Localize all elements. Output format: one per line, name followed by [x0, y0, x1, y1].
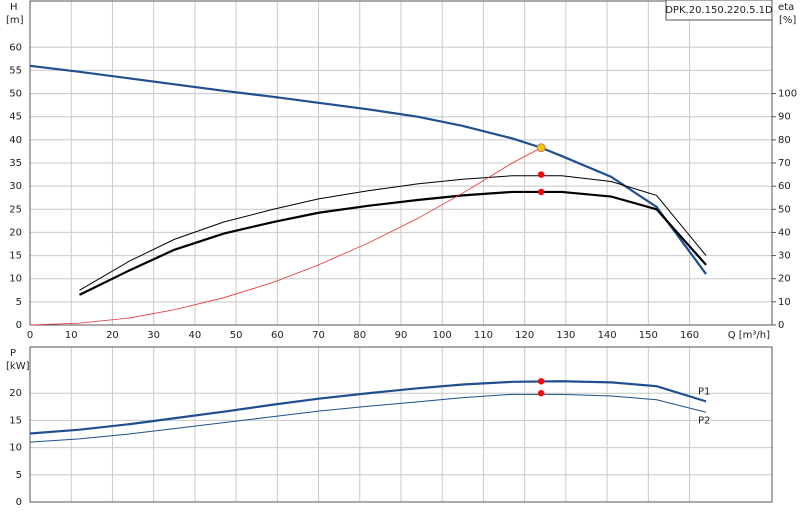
y2-tick-label: 70 — [778, 158, 791, 169]
y2-tick-label: 30 — [778, 251, 791, 262]
y-tick-label: 25 — [9, 204, 22, 215]
y2-tick-label: 60 — [778, 181, 791, 192]
y-tick-label: 20 — [9, 227, 22, 238]
y-tick-label: 15 — [9, 251, 22, 262]
y2-axis-label: eta — [778, 2, 794, 13]
x-tick-label: 60 — [271, 330, 284, 341]
y-tick-label: 5 — [16, 470, 22, 481]
y-tick-label: 35 — [9, 158, 22, 169]
y2-tick-label: 90 — [778, 112, 791, 123]
curve — [79, 175, 707, 291]
y-tick-label: 5 — [16, 297, 22, 308]
x-tick-label: 120 — [515, 330, 534, 341]
curve — [29, 64, 707, 275]
x-tick-label: 70 — [312, 330, 325, 341]
y-tick-label: 0 — [16, 320, 22, 331]
x-tick-label: 50 — [230, 330, 243, 341]
y2-tick-label: 40 — [778, 227, 791, 238]
y-tick-label: 10 — [9, 443, 22, 454]
series-label: P1 — [698, 386, 710, 397]
x-tick-label: 10 — [65, 330, 78, 341]
y-tick-label: 10 — [9, 274, 22, 285]
y-tick-label: 60 — [9, 42, 22, 53]
duty-point — [537, 171, 545, 178]
y-tick-label: 55 — [9, 65, 22, 76]
x-tick-label: 90 — [395, 330, 408, 341]
x-tick-label: 140 — [598, 330, 617, 341]
duty-point — [537, 188, 545, 196]
y-tick-label: 0 — [16, 497, 22, 508]
y2-tick-label: 50 — [778, 204, 791, 215]
curve — [78, 190, 707, 296]
x-tick-label: 40 — [189, 330, 202, 341]
plot-frame — [29, 346, 773, 503]
x-tick-label: 80 — [353, 330, 366, 341]
curve — [29, 393, 707, 443]
y2-tick-label: 80 — [778, 135, 791, 146]
y2-tick-label: 0 — [778, 320, 784, 331]
y-axis-unit: [m] — [6, 15, 24, 26]
x-tick-label: 130 — [556, 330, 575, 341]
curve — [29, 380, 707, 435]
curve — [29, 147, 542, 326]
x-tick-label: 110 — [474, 330, 493, 341]
x-axis-label: Q [m³/h] — [728, 330, 770, 341]
y2-axis-unit: [%] — [779, 15, 796, 26]
duty-point — [536, 143, 546, 153]
x-tick-label: 100 — [433, 330, 452, 341]
x-tick-label: 30 — [147, 330, 160, 341]
y-tick-label: 50 — [9, 89, 22, 100]
y-axis-label: H — [10, 2, 18, 13]
x-tick-label: 150 — [639, 330, 658, 341]
model-label: DPK.20.150.220.5.1D — [665, 5, 773, 16]
y2-tick-label: 100 — [778, 89, 797, 100]
duty-point — [537, 378, 545, 385]
model-box — [665, 0, 773, 21]
x-tick-label: 160 — [680, 330, 699, 341]
y2-tick-label: 10 — [778, 297, 791, 308]
series-label: P2 — [698, 415, 710, 426]
x-tick-label: 0 — [27, 330, 33, 341]
y2-tick-label: 20 — [778, 274, 791, 285]
y-tick-label: 30 — [9, 181, 22, 192]
x-tick-label: 20 — [106, 330, 119, 341]
y-tick-label: 45 — [9, 112, 22, 123]
y-axis-unit: [kW] — [6, 361, 30, 372]
y-tick-label: 15 — [9, 415, 22, 426]
y-axis-label: P — [10, 348, 16, 359]
duty-point — [537, 390, 545, 397]
plot-frame — [29, 0, 773, 326]
y-tick-label: 20 — [9, 388, 22, 399]
y-tick-label: 40 — [9, 135, 22, 146]
